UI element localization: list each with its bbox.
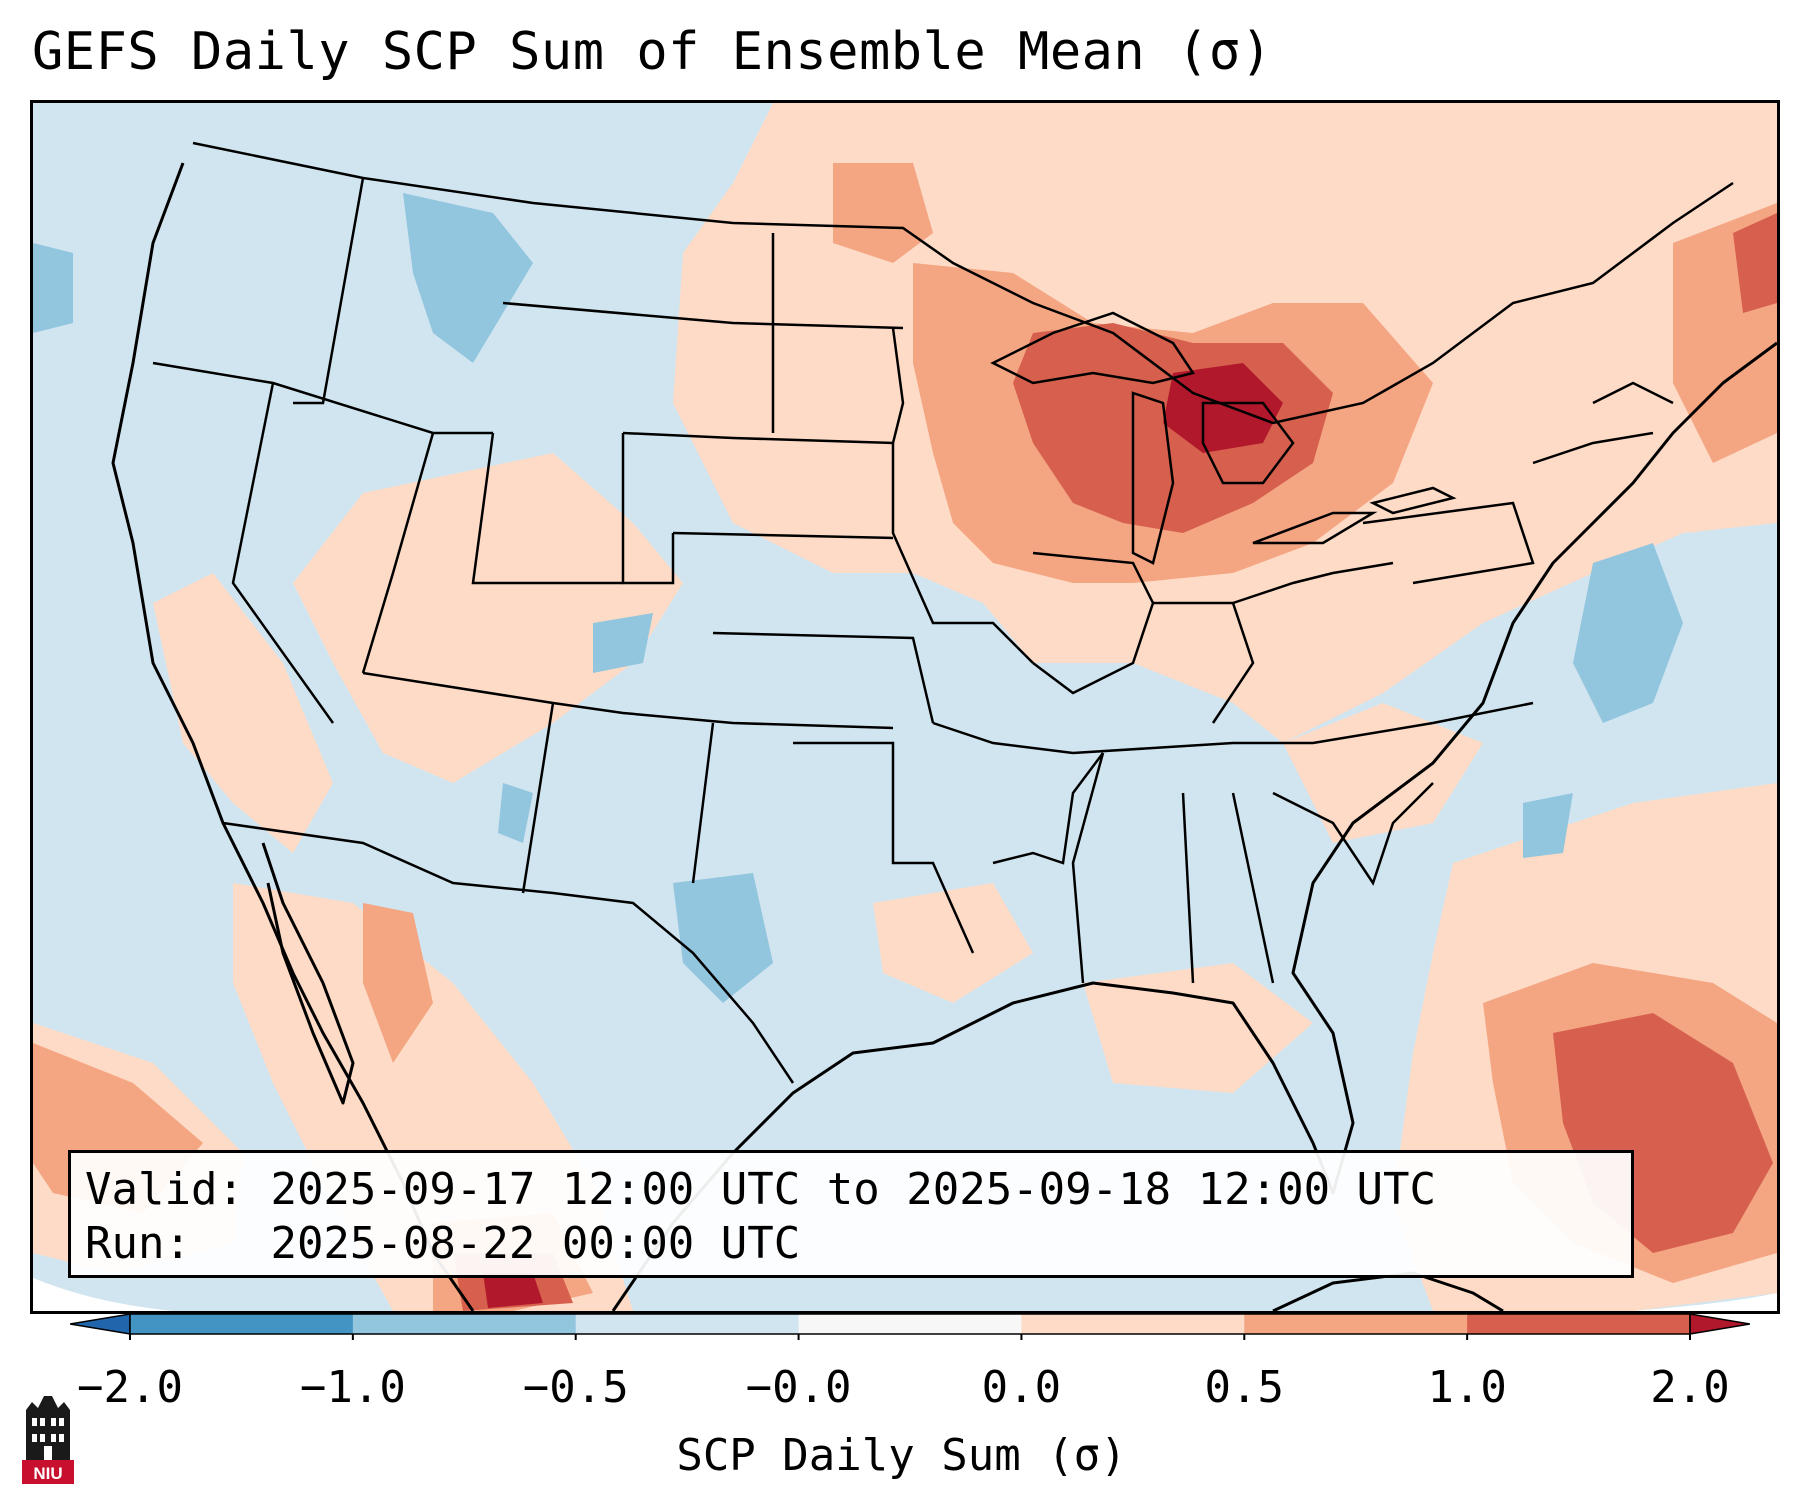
- region-arizona: [498, 783, 533, 843]
- state-line: [1071, 752, 1105, 984]
- state-line: [293, 177, 365, 405]
- region-mid-atlantic: [1573, 543, 1683, 723]
- state-line: [891, 443, 1034, 664]
- colorbar-bin: [352, 1314, 577, 1334]
- state-line: [1072, 701, 1534, 755]
- colorbar-tick-label: 2.0: [1650, 1362, 1730, 1413]
- colorbar-tick-label: −2.0: [77, 1362, 183, 1413]
- region-colorado: [593, 613, 653, 673]
- colorbar-tick-label: 1.0: [1427, 1362, 1507, 1413]
- region-gulf-patch: [1083, 963, 1313, 1093]
- colorbar-bin: [798, 1314, 1022, 1334]
- colorbar-bin: [1467, 1314, 1691, 1334]
- map-svg: [33, 103, 1777, 1311]
- state-line: [361, 432, 435, 674]
- region-california: [153, 573, 333, 853]
- state-line: [1532, 431, 1654, 465]
- colorbar-bin: [575, 1314, 800, 1334]
- region-texas-patch: [873, 883, 1033, 1003]
- lake-ontario: [1369, 486, 1457, 515]
- colorbar-bins: [70, 1313, 1750, 1335]
- colorbar-tick-label: −0.0: [745, 1362, 852, 1413]
- state-line: [891, 327, 905, 444]
- colorbar: [70, 1313, 1750, 1340]
- region-gulf-of-california: [363, 903, 433, 1063]
- state-line: [1231, 792, 1275, 984]
- region-montana-idaho: [403, 193, 533, 363]
- state-line: [622, 431, 894, 445]
- region-great-lakes-max: [1163, 363, 1283, 453]
- colorbar-extension-high: [1689, 1313, 1750, 1335]
- niu-logo: NIU: [22, 1396, 74, 1484]
- colorbar-ticks: [129, 1334, 1691, 1340]
- state-line: [1272, 782, 1434, 886]
- state-line: [691, 722, 715, 884]
- colorbar-extension-low: [70, 1313, 131, 1335]
- state-line: [471, 432, 623, 585]
- colorbar-tick-label: 0.0: [981, 1362, 1062, 1413]
- colorbar-bin: [130, 1314, 354, 1334]
- lake-huron: [1201, 401, 1295, 485]
- borders: [152, 141, 1734, 1084]
- negative-regions: [33, 193, 1683, 1003]
- region-offshore-carolina: [1523, 793, 1573, 858]
- state-line: [992, 752, 1104, 865]
- great-lakes: [990, 311, 1457, 565]
- lake-michigan: [1131, 391, 1175, 565]
- state-line: [1153, 601, 1255, 724]
- region-pacific-nw: [33, 243, 73, 333]
- state-line: [1181, 792, 1195, 984]
- region-appalachian: [1283, 703, 1483, 843]
- map-panel: [30, 100, 1780, 1314]
- colorbar-tick-label: 0.5: [1204, 1362, 1285, 1413]
- region-north-dakota-cell: [833, 163, 933, 263]
- run-label: Run:: [85, 1218, 191, 1269]
- outside-projection: [33, 1278, 173, 1311]
- region-west-texas: [673, 873, 773, 1003]
- region-quebec-core: [1733, 213, 1777, 313]
- state-line: [502, 301, 904, 330]
- state-line: [362, 671, 894, 730]
- chart-title: GEFS Daily SCP Sum of Ensemble Mean (σ): [32, 22, 1273, 82]
- valid-label: Valid:: [85, 1164, 244, 1215]
- state-line: [152, 361, 493, 435]
- us-mexico-border: [222, 821, 795, 1084]
- info-box: Valid: 2025-09-17 12:00 UTC to 2025-09-1…: [68, 1150, 1634, 1278]
- lake-erie: [1252, 511, 1378, 545]
- run-value: 2025-08-22 00:00 UTC: [270, 1218, 801, 1269]
- region-sonora-max: [483, 1273, 543, 1308]
- colorbar-title: SCP Daily Sum (σ): [676, 1430, 1127, 1481]
- state-line: [1032, 551, 1155, 695]
- state-line: [1232, 561, 1394, 605]
- region-great-basin: [293, 453, 683, 783]
- colorbar-outline: [129, 1313, 1691, 1335]
- state-line: [1362, 501, 1535, 585]
- lake-superior: [990, 311, 1196, 385]
- colorbar-bin: [1021, 1314, 1245, 1334]
- outside-projection: [1633, 1293, 1777, 1311]
- state-line: [712, 631, 935, 724]
- gulf-coast: [611, 341, 1777, 1311]
- baja-peninsula: [261, 842, 355, 1105]
- state-line: [793, 741, 975, 954]
- us-canada-border: [192, 141, 1734, 425]
- logo-text: NIU: [33, 1464, 62, 1483]
- state-line: [672, 531, 894, 540]
- valid-value: 2025-09-17 12:00 UTC to 2025-09-18 12:00…: [270, 1164, 1437, 1215]
- state-line: [621, 433, 675, 585]
- state-line: [1592, 381, 1674, 405]
- colorbar-tick-label: −0.5: [522, 1362, 629, 1413]
- colorbar-bin: [1244, 1314, 1468, 1334]
- positive-extreme-regions: [483, 363, 1283, 1308]
- state-line: [231, 382, 335, 724]
- colorbar-tick-label: −1.0: [299, 1362, 406, 1413]
- state-line: [932, 721, 1074, 755]
- state-line: [521, 702, 555, 894]
